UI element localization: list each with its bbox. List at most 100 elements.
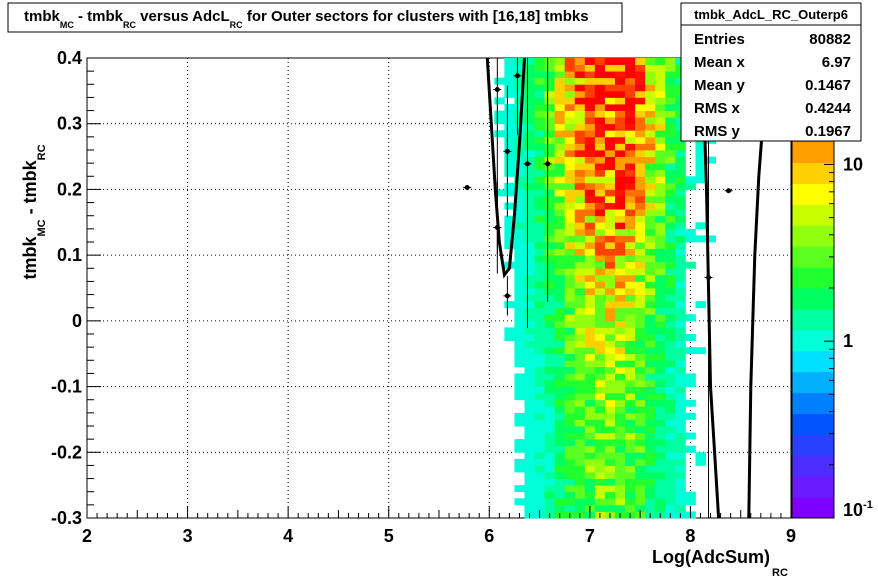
heatmap-cell (534, 196, 545, 203)
heatmap-cell (645, 288, 656, 295)
heatmap-cell (645, 104, 656, 111)
heatmap-cell (655, 360, 666, 368)
heatmap-cell (655, 97, 666, 105)
heatmap-cell (635, 209, 646, 217)
heatmap-cell (604, 150, 616, 157)
heatmap-cell (645, 485, 656, 493)
profile-point (504, 293, 510, 299)
heatmap-cell (584, 445, 596, 453)
heatmap-cell (544, 136, 556, 144)
heatmap-cell (615, 478, 626, 486)
heatmap-cell (685, 491, 696, 499)
heatmap-cell (655, 439, 666, 447)
heatmap-cell (504, 156, 515, 164)
heatmap-cell (625, 353, 636, 361)
heatmap-cell (504, 189, 515, 197)
stats-label-mean-x: Mean x (694, 54, 746, 71)
heatmap-cell (534, 353, 545, 361)
heatmap-cell (554, 130, 566, 138)
heatmap-cell (544, 353, 556, 361)
heatmap-cell (685, 228, 696, 236)
heatmap-cell (554, 242, 566, 249)
heatmap-cell (524, 439, 535, 447)
stats-value-rms-x: 0.4244 (805, 100, 852, 117)
heatmap-cell (594, 110, 606, 118)
heatmap-cell (625, 182, 636, 190)
heatmap-cell (564, 71, 576, 79)
colorbar-swatch (792, 371, 834, 394)
heatmap-cell (544, 90, 556, 98)
heatmap-cell (675, 143, 686, 151)
heatmap-cell (625, 432, 636, 440)
heatmap-cell (574, 123, 586, 131)
heatmap-cell (564, 117, 576, 125)
heatmap-cell (665, 261, 676, 269)
heatmap-cell (665, 222, 676, 230)
y-axis-title-mid: - tmbk (20, 159, 40, 219)
heatmap-cell (524, 143, 535, 151)
heatmap-cell (635, 110, 646, 118)
heatmap-cell (524, 90, 535, 98)
heatmap-cell (635, 386, 646, 394)
heatmap-cell (504, 130, 515, 138)
heatmap-cell (544, 143, 556, 151)
heatmap-cell (615, 294, 626, 302)
heatmap-cell (554, 281, 566, 289)
stats-label-entries: Entries (694, 31, 745, 48)
heatmap-cell (685, 314, 696, 322)
heatmap-cell (615, 136, 626, 144)
heatmap-cell (574, 399, 586, 407)
heatmap-cell (524, 130, 535, 138)
heatmap-cell (594, 123, 606, 131)
heatmap-cell (574, 439, 586, 447)
heatmap-cell (655, 465, 666, 473)
heatmap-cell (584, 478, 596, 486)
heatmap-cell (514, 334, 525, 341)
heatmap-cell (594, 320, 606, 328)
heatmap-cell (584, 340, 596, 348)
heatmap-cell (655, 491, 666, 499)
heatmap-cell (564, 307, 576, 315)
heatmap-cell (675, 228, 686, 236)
heatmap-cell (615, 386, 626, 394)
heatmap-cell (615, 327, 626, 335)
heatmap-cell (625, 110, 636, 118)
heatmap-cell (504, 182, 515, 190)
heatmap-cell (584, 373, 596, 381)
heatmap-cell (615, 130, 626, 138)
heatmap-cell (655, 169, 666, 177)
heatmap-cell (675, 504, 686, 512)
heatmap-cell (604, 472, 616, 479)
heatmap-cell (655, 136, 666, 144)
heatmap-cell (534, 294, 545, 302)
heatmap-cell (544, 77, 556, 85)
heatmap-cell (524, 314, 535, 322)
heatmap-cell (645, 136, 656, 144)
heatmap-cell (584, 123, 596, 131)
heatmap-cell (635, 485, 646, 493)
heatmap-cell (625, 320, 636, 328)
heatmap-cell (544, 347, 556, 355)
heatmap-cell (655, 182, 666, 190)
heatmap-cell (534, 222, 545, 230)
heatmap-cell (534, 123, 545, 131)
heatmap-cell (564, 64, 576, 72)
heatmap-cell (534, 202, 545, 210)
heatmap-cell (665, 439, 676, 447)
heatmap-cell (615, 268, 626, 276)
heatmap-cell (645, 386, 656, 394)
heatmap-cell (584, 235, 596, 243)
heatmap-cell (564, 248, 576, 256)
heatmap-cell (645, 97, 656, 105)
heatmap-cell (625, 393, 636, 401)
heatmap-cell (554, 478, 566, 486)
heatmap-cell (645, 294, 656, 302)
heatmap-cell (625, 235, 636, 243)
heatmap-cell (594, 176, 606, 184)
heatmap-cell (604, 176, 616, 184)
heatmap-cell (534, 189, 545, 197)
heatmap-cell (554, 156, 566, 164)
heatmap-cell (584, 58, 596, 65)
heatmap-cell (534, 426, 545, 433)
heatmap-cell (594, 294, 606, 302)
